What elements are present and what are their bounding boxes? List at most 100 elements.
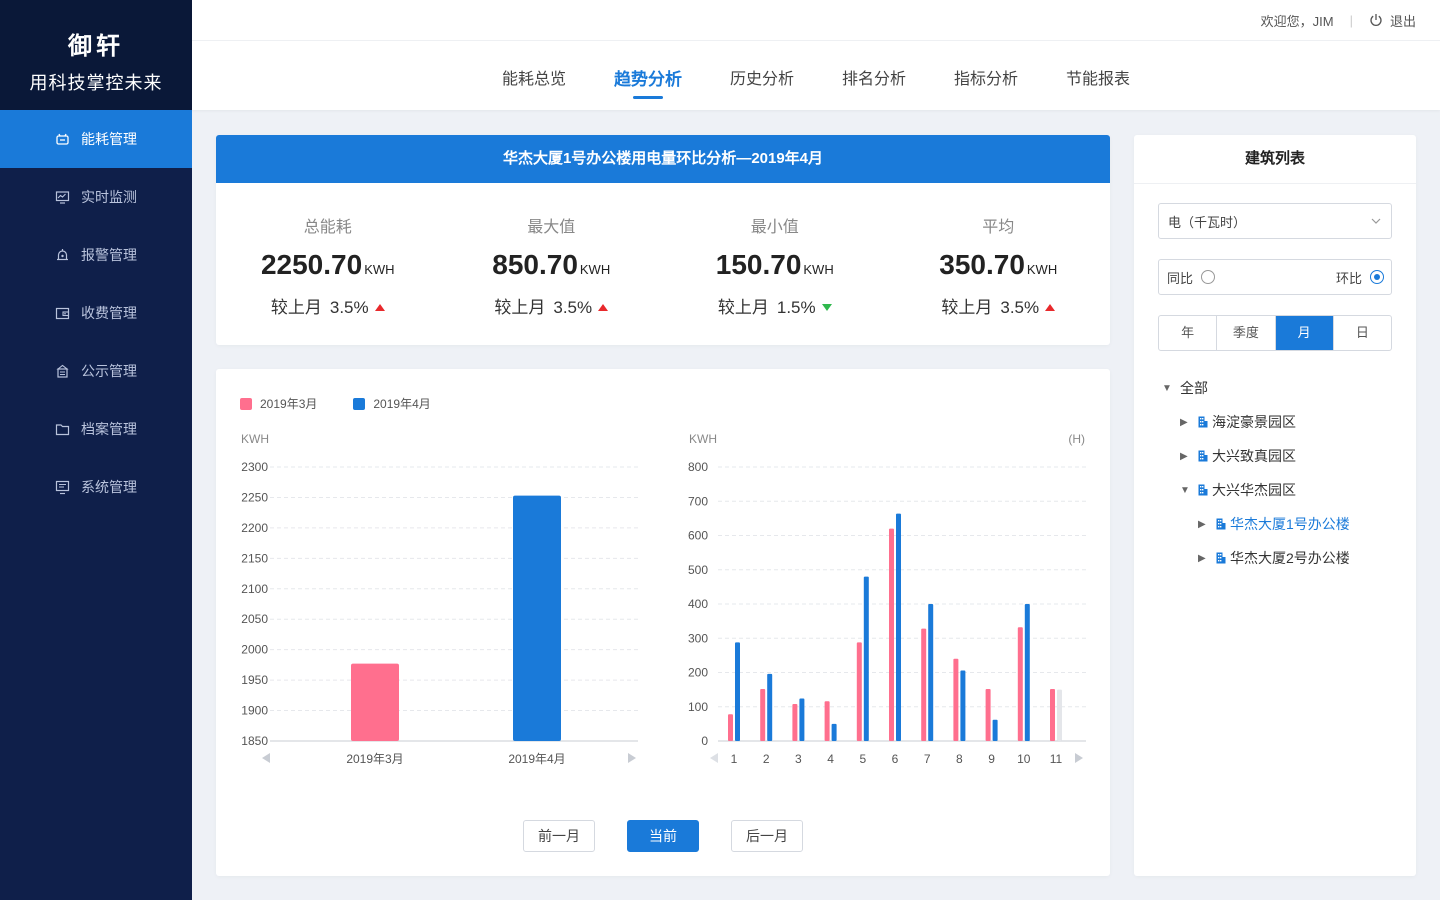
tree-node-3[interactable]: ▼ 大兴华杰园区 [1158,473,1398,507]
sidebar-item-3[interactable]: 收费管理 [0,284,192,342]
logout-label: 退出 [1389,13,1416,29]
caret-down-icon[interactable]: ▼ [1162,382,1172,394]
bar-s0-9 [1017,627,1023,741]
y-tick-label: 2100 [241,582,268,596]
tree-node-label: 大兴致真园区 [1212,448,1296,464]
next-month-button[interactable]: 后一月 [731,820,803,852]
trend-up-icon [374,304,385,311]
sidebar-item-label: 报警管理 [81,247,137,263]
caret-right-icon[interactable]: ▶ [1198,552,1206,564]
charts-svg: KWH1850190019502000205021002150220022502… [241,432,1086,766]
compare-percent: 3.5% [1000,298,1040,317]
bar-s1-10 [1057,689,1062,741]
legend-label: 2019年4月 [373,397,431,411]
tree-node-0[interactable]: ▼ 全部 [1158,371,1398,405]
bar-s0-2 [792,704,798,741]
x-tick-label: 5 [859,752,866,766]
tree-node-4[interactable]: ▶ 华杰大厦1号办公楼 [1158,507,1398,541]
x-tick-label: 9 [988,752,995,766]
bar-s1-3 [831,723,837,741]
period-option-1[interactable]: 季度 [1217,316,1276,350]
bar-s0-6 [921,628,927,741]
folder-icon [54,421,70,437]
stat-unit: KWH [364,262,395,277]
tab-3[interactable]: 排名分析 [841,71,906,88]
radio-yoy-label: 同比 [1167,270,1194,286]
tab-4[interactable]: 指标分析 [954,71,1019,88]
stat-number: 350.70 [939,249,1025,280]
bar-s1-4 [863,576,869,741]
caret-right-icon[interactable]: ▶ [1198,518,1206,530]
period-option-3[interactable]: 日 [1355,325,1369,340]
radio-mom-label: 环比 [1335,270,1362,286]
brand-slogan: 用科技掌控未来 [29,73,163,93]
topbar: 欢迎您，JIM | 退出 [192,0,1440,41]
caret-right-icon[interactable]: ▶ [1180,416,1188,428]
stat-unit: KWH [1026,262,1058,277]
energy-type-select[interactable]: 电（千瓦时） [1158,203,1392,239]
bar-s1-8 [992,719,998,741]
caret-down-icon[interactable]: ▼ [1180,484,1190,496]
scroll-right-icon[interactable] [1075,753,1083,763]
stat-label: 最小值 [750,219,799,236]
tree-node-label: 海淀豪景园区 [1212,414,1296,430]
bar-1 [513,495,561,741]
tab-5[interactable]: 节能报表 [1066,71,1131,88]
y-tick-label: 200 [688,666,708,680]
compare-percent: 3.5% [553,298,593,317]
y-tick-label: 2150 [241,551,268,565]
compare-percent: 1.5% [776,298,816,317]
sidebar: 御轩 用科技掌控未来 能耗管理 实时监测 报警管理 收费管理 公示管理 档案管理 系统管理 [0,0,192,900]
radio-mom[interactable]: 环比 [1336,268,1384,287]
current-month-button[interactable]: 当前 [627,820,699,852]
tab-2[interactable]: 历史分析 [729,71,794,88]
summary-title: 华杰大厦1号办公楼用电量环比分析—2019年4月 [216,135,1110,183]
period-option-2[interactable]: 月 [1275,316,1334,350]
tree-node-label: 大兴华杰园区 [1212,482,1296,498]
x-tick-label: 8 [956,752,963,766]
bar-s1-1 [767,673,773,741]
tree-node-label: 华杰大厦2号办公楼 [1230,550,1350,566]
tree-node-5[interactable]: ▶ 华杰大厦2号办公楼 [1158,541,1398,575]
sidebar-item-5[interactable]: 档案管理 [0,400,192,458]
stat-1: 最大值 850.70 KWH 较上月 3.5% [440,183,664,318]
sidebar-item-0[interactable]: 能耗管理 [0,110,192,168]
tree-node-2[interactable]: ▶ 大兴致真园区 [1158,439,1398,473]
period-option-0[interactable]: 年 [1159,316,1218,350]
compare-label: 较上月 [270,298,322,317]
tree-node-label: 华杰大厦1号办公楼 [1230,516,1350,532]
sidebar-item-4[interactable]: 公示管理 [0,342,192,400]
bar-s1-5 [896,513,901,741]
stat-value: 150.70 KWH [663,249,887,281]
stat-value: 850.70 KWH [440,249,664,281]
bar-s1-6 [928,604,934,741]
logout-button[interactable]: 退出 [1369,11,1416,30]
scroll-left-icon[interactable] [262,753,270,763]
sidebar-item-6[interactable]: 系统管理 [0,458,192,516]
stat-number: 850.70 [492,249,578,280]
building-icon [1198,450,1208,462]
wallet-icon [54,305,70,321]
building-icon [1198,484,1208,496]
compare-mode: 同比 环比 [1158,259,1392,295]
sidebar-item-2[interactable]: 报警管理 [0,226,192,284]
tree-node-1[interactable]: ▶ 海淀豪景园区 [1158,405,1398,439]
stat-label: 最大值 [527,219,576,236]
tab-0[interactable]: 能耗总览 [501,71,566,88]
scroll-right-icon[interactable] [628,753,636,763]
bar-s1-2 [799,698,805,741]
bar-s0-10 [1050,688,1055,741]
radio-yoy[interactable]: 同比 [1167,268,1216,287]
prev-month-button[interactable]: 前一月 [523,820,595,852]
stat-compare: 较上月 3.5% [440,293,664,318]
y-tick-label: 2050 [241,612,268,626]
sidebar-item-label: 系统管理 [81,479,137,495]
period-selector: 年季度月 日 [1158,315,1392,351]
stat-compare: 较上月 3.5% [216,293,440,318]
caret-right-icon[interactable]: ▶ [1180,450,1188,462]
tab-1[interactable]: 趋势分析 [614,41,682,110]
legend-label: 2019年3月 [260,397,318,411]
y-tick-label: 600 [688,529,708,543]
sidebar-item-1[interactable]: 实时监测 [0,168,192,226]
scroll-left-icon[interactable] [710,753,718,763]
